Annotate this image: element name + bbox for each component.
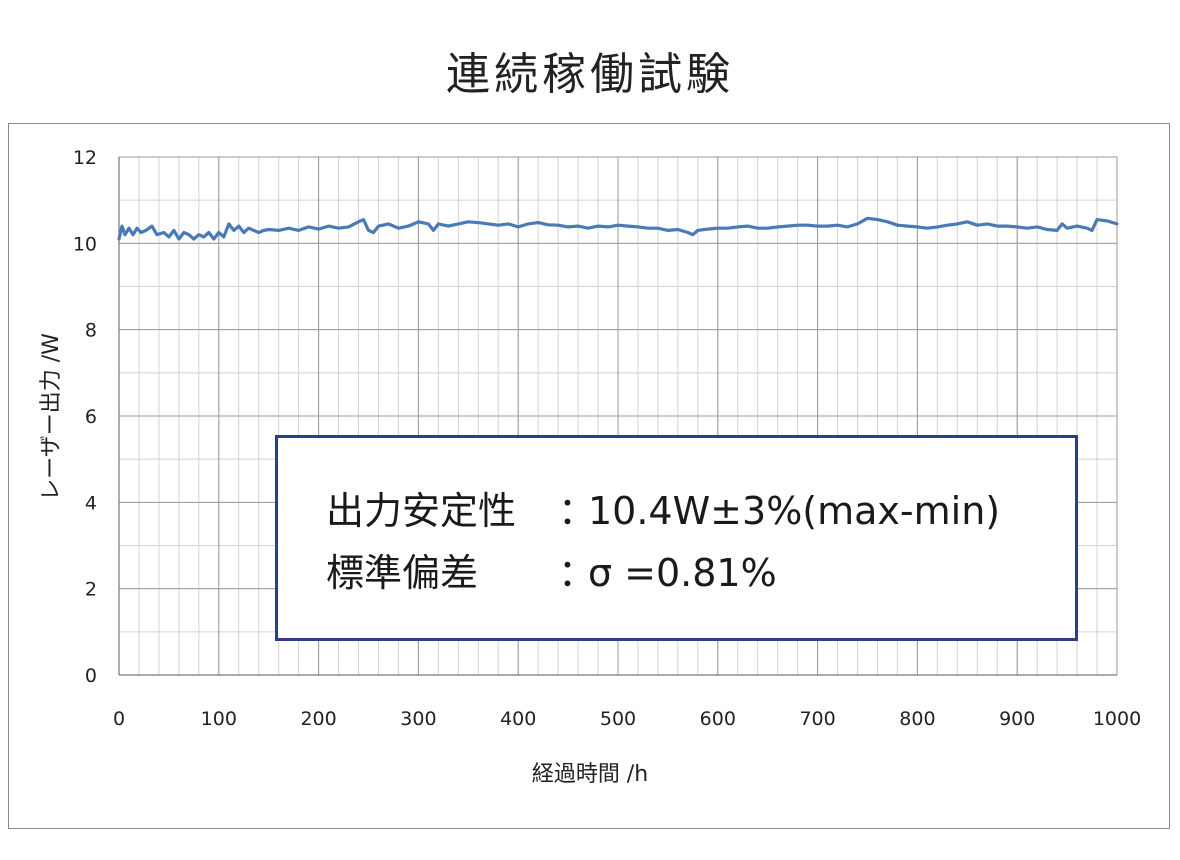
x-tick-label: 100 [201,708,237,730]
y-tick-label: 8 [85,320,97,342]
x-axis-label: 経過時間 /h [531,762,649,787]
stability-value: 10.4W±3%(max-min) [588,489,1001,533]
y-axis-label: レーザー出力 /W [39,333,64,501]
x-tick-label: 200 [300,708,336,730]
series-line-laser-output [117,216,1119,241]
stability-separator: ： [558,489,597,533]
std-dev-value: σ =0.81% [588,551,777,595]
x-tick-label: 0 [113,708,125,730]
chart-title: 連続稼働試験 [446,49,734,100]
y-tick-label: 2 [85,579,97,601]
x-tick-label: 400 [500,708,536,730]
y-tick-label: 12 [73,147,97,169]
x-tick-label: 300 [400,708,436,730]
stats-annotation-box: 出力安定性 ：10.4W±3%(max-min) 標準偏差 ：σ =0.81% [275,435,1078,641]
x-tick-label: 600 [700,708,736,730]
chart-frame [8,123,1170,829]
stability-line: 出力安定性 ：10.4W±3%(max-min) [326,480,1000,535]
y-tick-label: 10 [73,233,97,255]
y-tick-label: 6 [85,406,97,428]
x-tick-label: 700 [799,708,835,730]
x-tick-label: 500 [600,708,636,730]
x-tick-label: 1000 [1093,708,1141,730]
stability-key: 出力安定性 [326,489,517,533]
std-dev-line: 標準偏差 ：σ =0.81% [326,542,777,597]
y-tick-label: 4 [85,492,97,514]
x-tick-label: 800 [899,708,935,730]
x-tick-label: 900 [999,708,1035,730]
y-tick-label: 0 [85,665,97,687]
std-dev-key: 標準偏差 [326,551,479,595]
std-dev-separator: ： [558,551,597,595]
